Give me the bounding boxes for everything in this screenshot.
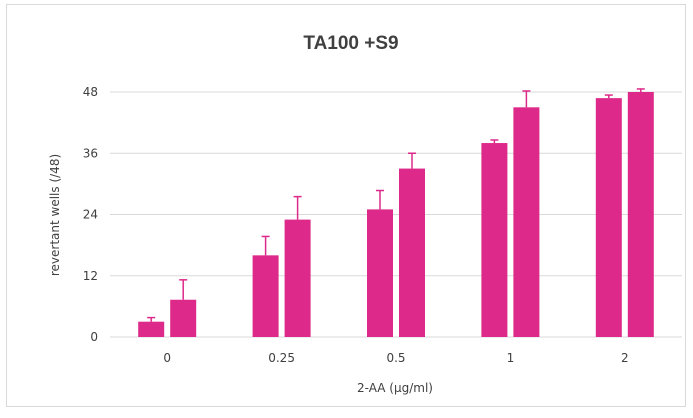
x-tick-label: 1	[507, 351, 515, 365]
y-axis-label: revertant wells (/48)	[48, 154, 62, 276]
bars	[138, 92, 654, 337]
bar	[595, 98, 622, 337]
x-axis-label: 2-AA (µg/ml)	[357, 381, 433, 395]
y-axis-ticks: 0 12 24 36 48	[83, 85, 98, 344]
bar	[399, 168, 425, 337]
x-tick-label: 0.5	[386, 351, 405, 365]
gridlines	[110, 91, 682, 338]
y-tick-label: 48	[83, 85, 98, 99]
chart-title: TA100 +S9	[303, 33, 398, 54]
y-tick-label: 12	[83, 269, 98, 283]
y-tick-label: 36	[83, 146, 98, 160]
bar	[513, 107, 540, 337]
chart-container: TA100 +S9 0 12 24 36 48 0 0.25 0.5 1 2 2-AA (µg/…	[6, 4, 686, 407]
y-tick-label: 24	[83, 208, 98, 222]
bar	[138, 321, 165, 337]
bar	[367, 209, 393, 337]
x-tick-label: 0.25	[268, 351, 295, 365]
bar	[252, 255, 279, 337]
bar	[627, 92, 654, 337]
bar	[481, 143, 508, 337]
bar	[284, 219, 311, 337]
x-tick-label: 2	[621, 351, 629, 365]
x-axis-ticks: 0 0.25 0.5 1 2	[163, 351, 628, 365]
y-tick-label: 0	[90, 330, 98, 344]
x-tick-label: 0	[163, 351, 171, 365]
error-bars	[147, 88, 645, 322]
bar	[170, 299, 197, 337]
